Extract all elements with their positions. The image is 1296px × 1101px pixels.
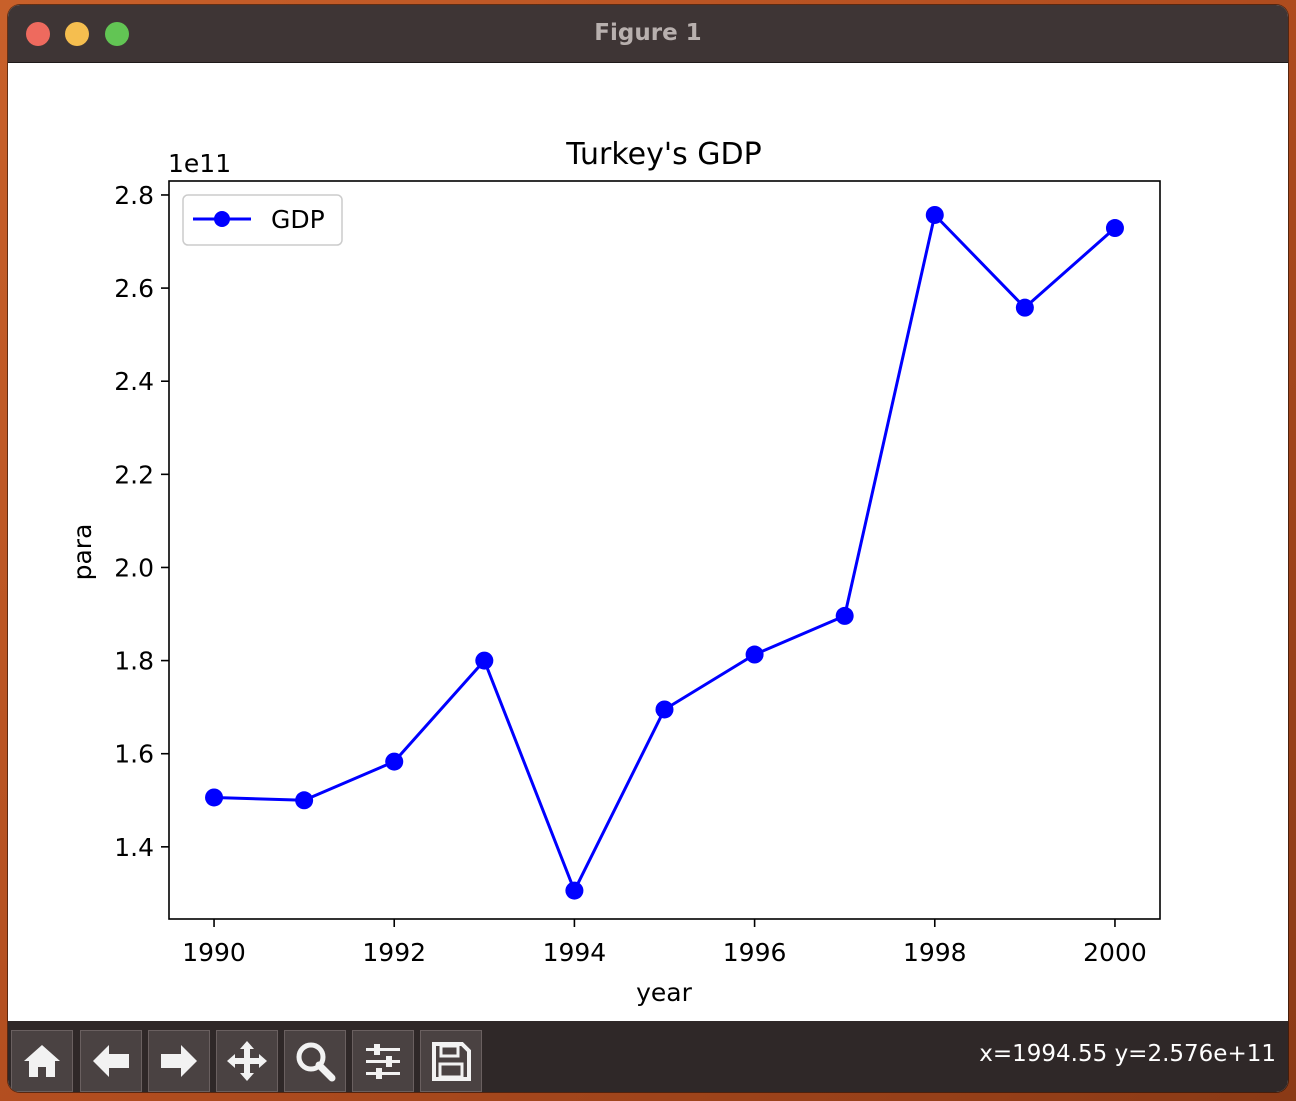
plot-area[interactable]: Turkey's GDP 1e11 1990 1992 1994 1996 1998 20… bbox=[8, 63, 1288, 1023]
gdp-line-chart[interactable]: Turkey's GDP 1e11 1990 1992 1994 1996 1998 20… bbox=[8, 63, 1288, 1023]
y-tick-label: 1.4 bbox=[114, 833, 154, 862]
floppy-disk-icon bbox=[432, 1042, 471, 1081]
x-tick-label: 1992 bbox=[362, 938, 426, 967]
gdp-data-point bbox=[925, 205, 944, 224]
magnifier-icon bbox=[296, 1042, 336, 1082]
legend: GDP bbox=[182, 194, 343, 246]
gdp-data-point bbox=[385, 752, 404, 771]
x-tick-label: 1998 bbox=[903, 938, 967, 967]
gdp-data-point bbox=[655, 700, 674, 719]
forward-button[interactable] bbox=[148, 1030, 210, 1092]
gdp-data-point bbox=[295, 791, 314, 810]
x-axis-ticks: 1990 1992 1994 1996 1998 2000 bbox=[182, 919, 1147, 967]
close-window-button[interactable] bbox=[26, 22, 50, 46]
gdp-data-point bbox=[205, 788, 224, 807]
title-bar: Figure 1 bbox=[8, 5, 1288, 63]
y-tick-label: 2.8 bbox=[114, 181, 154, 210]
figure-window: Figure 1 Turkey's GDP 1e11 1990 1992 1994 1… bbox=[8, 5, 1288, 1092]
legend-marker-swatch bbox=[214, 211, 230, 227]
y-axis-offset-label: 1e11 bbox=[168, 149, 231, 178]
back-button[interactable] bbox=[80, 1030, 142, 1092]
configure-subplots-button[interactable] bbox=[352, 1030, 414, 1092]
cursor-coordinates: x=1994.55 y=2.576e+11 bbox=[979, 1041, 1276, 1067]
y-tick-label: 2.2 bbox=[114, 460, 154, 489]
gdp-series-line bbox=[213, 213, 1116, 893]
chart-title: Turkey's GDP bbox=[565, 137, 761, 172]
navigation-toolbar: x=1994.55 y=2.576e+11 bbox=[8, 1021, 1288, 1092]
legend-label-gdp: GDP bbox=[271, 205, 325, 234]
y-tick-label: 1.8 bbox=[114, 647, 154, 676]
x-tick-label: 1994 bbox=[543, 938, 607, 967]
gdp-data-point bbox=[1015, 298, 1034, 317]
x-tick-label: 2000 bbox=[1083, 938, 1147, 967]
y-axis-ticks: 1.4 1.6 1.8 2.0 2.2 2.4 2.6 2.8 bbox=[114, 181, 169, 862]
home-icon bbox=[24, 1045, 60, 1077]
series-layer bbox=[205, 205, 1124, 900]
y-tick-label: 2.6 bbox=[114, 274, 154, 303]
gdp-data-point bbox=[475, 651, 494, 670]
x-tick-label: 1996 bbox=[723, 938, 787, 967]
gdp-data-point bbox=[1105, 219, 1124, 238]
x-axis-label: year bbox=[636, 978, 692, 1007]
pan-button[interactable] bbox=[216, 1030, 278, 1092]
y-tick-label: 2.4 bbox=[114, 367, 154, 396]
gdp-data-point bbox=[835, 606, 854, 625]
arrow-left-icon bbox=[93, 1045, 129, 1077]
y-axis-label: para bbox=[68, 524, 97, 581]
home-button[interactable] bbox=[11, 1030, 73, 1092]
save-button[interactable] bbox=[420, 1030, 482, 1092]
y-tick-label: 2.0 bbox=[114, 553, 154, 582]
zoom-button[interactable] bbox=[284, 1030, 346, 1092]
maximize-window-button[interactable] bbox=[105, 22, 129, 46]
move-icon bbox=[227, 1041, 267, 1081]
axes-frame bbox=[168, 180, 1161, 920]
minimize-window-button[interactable] bbox=[65, 22, 89, 46]
gdp-data-point bbox=[565, 881, 584, 900]
window-title: Figure 1 bbox=[594, 20, 702, 46]
x-tick-label: 1990 bbox=[182, 938, 246, 967]
sliders-icon bbox=[366, 1044, 400, 1079]
y-tick-label: 1.6 bbox=[114, 740, 154, 769]
arrow-right-icon bbox=[161, 1045, 197, 1077]
legend-box bbox=[182, 194, 343, 246]
gdp-data-point bbox=[745, 645, 764, 664]
